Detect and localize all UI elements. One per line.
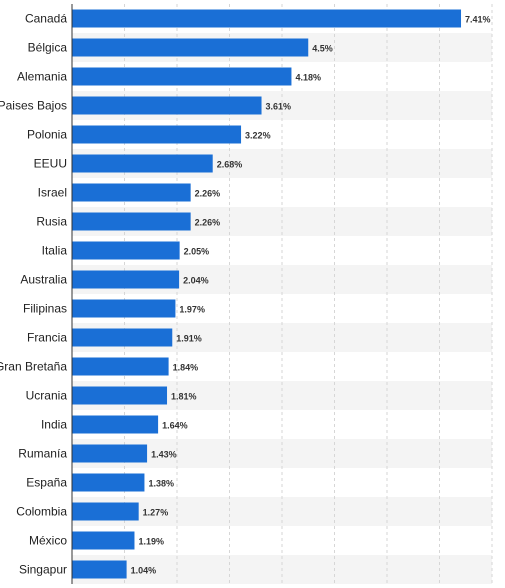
bar xyxy=(72,415,159,434)
category-label: Filipinas xyxy=(23,302,67,316)
bar xyxy=(72,241,180,260)
data-label: 1.81% xyxy=(171,392,197,402)
category-label: España xyxy=(26,476,67,490)
category-label: Rusia xyxy=(36,215,67,229)
category-label: Polonia xyxy=(27,128,67,142)
category-label: Paises Bajos xyxy=(0,99,67,113)
data-label: 2.26% xyxy=(195,218,221,228)
data-label: 1.64% xyxy=(162,421,188,431)
data-label: 2.05% xyxy=(184,247,210,257)
bar xyxy=(72,154,213,173)
data-label: 2.68% xyxy=(217,160,243,170)
category-label: Singapur xyxy=(19,563,67,577)
category-label: Italia xyxy=(42,244,68,258)
category-label: Ucrania xyxy=(26,389,68,403)
bar xyxy=(72,328,173,347)
bar xyxy=(72,444,148,463)
bar xyxy=(72,473,145,492)
data-label: 1.97% xyxy=(179,305,205,315)
category-label: Rumanía xyxy=(18,447,67,461)
category-label: Gran Bretaña xyxy=(0,360,67,374)
bar xyxy=(72,386,168,405)
category-labels: Canadá Bélgica Alemania Paises Bajos Polonia… xyxy=(0,12,67,577)
category-label: Canadá xyxy=(25,12,67,26)
bars xyxy=(72,9,462,579)
value-labels: 7.41% 4.5% 4.18% 3.61% 3.22% 2.68% 2.26% 2.26% 2… xyxy=(131,15,491,576)
category-label: Australia xyxy=(20,273,67,287)
category-label: Francia xyxy=(27,331,67,345)
bar xyxy=(72,67,292,86)
bar xyxy=(72,183,191,202)
data-label: 1.04% xyxy=(131,566,157,576)
bar xyxy=(72,357,169,376)
bar xyxy=(72,531,135,550)
data-label: 2.04% xyxy=(183,276,209,286)
category-label: India xyxy=(41,418,67,432)
bar xyxy=(72,299,176,318)
data-label: 1.43% xyxy=(151,450,177,460)
data-label: 4.18% xyxy=(295,73,321,83)
data-label: 3.22% xyxy=(245,131,271,141)
category-label: Colombia xyxy=(16,505,67,519)
category-label: Israel xyxy=(38,186,67,200)
bar xyxy=(72,9,462,28)
category-label: Bélgica xyxy=(28,41,68,55)
category-label: EEUU xyxy=(34,157,67,171)
bar xyxy=(72,38,309,57)
data-label: 1.27% xyxy=(143,508,169,518)
data-label: 2.26% xyxy=(195,189,221,199)
bar xyxy=(72,212,191,231)
data-label: 1.38% xyxy=(148,479,174,489)
data-label: 1.19% xyxy=(138,537,164,547)
bar xyxy=(72,125,242,144)
bar xyxy=(72,560,127,579)
bar xyxy=(72,502,139,521)
category-label: Alemania xyxy=(17,70,67,84)
category-label: México xyxy=(29,534,67,548)
data-label: 3.61% xyxy=(266,102,292,112)
data-label: 7.41% xyxy=(465,15,491,25)
bar xyxy=(72,270,180,289)
bar xyxy=(72,96,262,115)
data-label: 4.5% xyxy=(312,44,333,54)
data-label: 1.84% xyxy=(173,363,199,373)
data-label: 1.91% xyxy=(176,334,202,344)
